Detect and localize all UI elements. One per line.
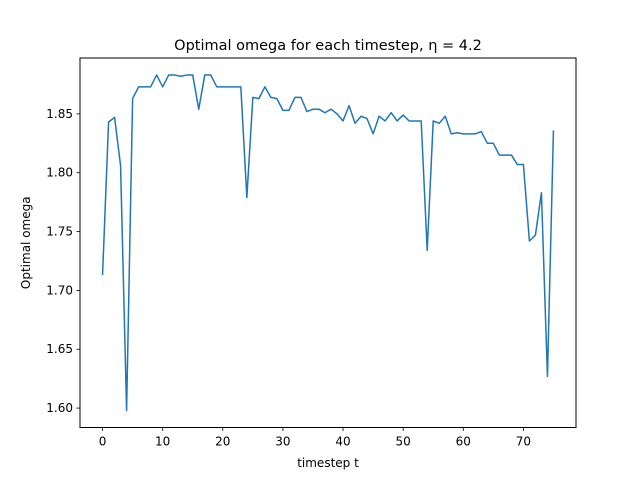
x-tick-label: 70	[516, 435, 531, 449]
y-tick-label: 1.80	[46, 166, 73, 180]
x-tick-label: 0	[99, 435, 107, 449]
plot-area-frame	[79, 57, 577, 428]
x-tick-label: 40	[335, 435, 350, 449]
x-tick-label: 30	[275, 435, 290, 449]
x-tick-label: 60	[456, 435, 471, 449]
chart-title: Optimal omega for each timestep, η = 4.2	[174, 38, 482, 54]
series-line-0	[101, 74, 555, 412]
y-tick-label: 1.65	[46, 342, 73, 356]
x-tick-label: 50	[396, 435, 411, 449]
y-tick-label: 1.85	[46, 107, 73, 121]
y-tick-label: 1.60	[46, 401, 73, 415]
y-tick-label: 1.70	[46, 283, 73, 297]
x-tick-label: 10	[155, 435, 170, 449]
y-tick-label: 1.75	[46, 225, 73, 239]
y-axis-label: Optimal omega	[19, 196, 33, 289]
x-tick-label: 20	[215, 435, 230, 449]
x-axis-label: timestep t	[297, 456, 359, 470]
